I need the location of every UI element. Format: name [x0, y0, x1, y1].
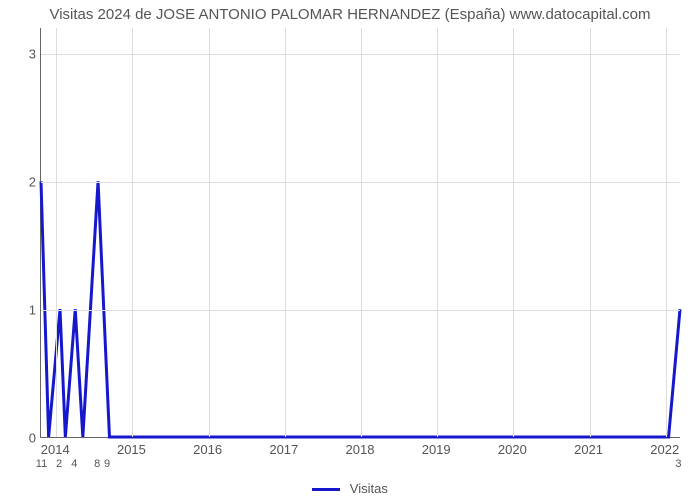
- y-tick-label: 2: [6, 174, 36, 189]
- gridline-vertical: [666, 28, 667, 437]
- legend-label: Visitas: [350, 481, 388, 496]
- x-tick-label: 2020: [498, 442, 527, 457]
- x-tick-label: 2018: [346, 442, 375, 457]
- legend: Visitas: [0, 481, 700, 496]
- x-tick-label: 2017: [269, 442, 298, 457]
- x-tick-label: 2022: [650, 442, 679, 457]
- x-tick-label: 2016: [193, 442, 222, 457]
- x-tick-label: 2021: [574, 442, 603, 457]
- chart-container: Visitas 2024 de JOSE ANTONIO PALOMAR HER…: [0, 0, 700, 500]
- gridline-vertical: [209, 28, 210, 437]
- gridline-vertical: [437, 28, 438, 437]
- bottom-small-label: 4: [71, 458, 77, 470]
- gridline-vertical: [132, 28, 133, 437]
- x-tick-label: 2014: [41, 442, 70, 457]
- y-tick-label: 0: [6, 431, 36, 446]
- x-tick-label: 2015: [117, 442, 146, 457]
- y-tick-label: 3: [6, 46, 36, 61]
- bottom-small-label: 8: [94, 458, 100, 470]
- bottom-small-label: 3: [675, 458, 681, 470]
- gridline-vertical: [513, 28, 514, 437]
- bottom-small-label: 11: [36, 458, 47, 470]
- legend-swatch: [312, 488, 340, 491]
- gridline-vertical: [56, 28, 57, 437]
- plot-area: [40, 28, 680, 438]
- y-tick-label: 1: [6, 302, 36, 317]
- chart-title: Visitas 2024 de JOSE ANTONIO PALOMAR HER…: [0, 6, 700, 23]
- bottom-small-label: 2: [56, 458, 62, 470]
- gridline-vertical: [285, 28, 286, 437]
- gridline-vertical: [590, 28, 591, 437]
- x-tick-label: 2019: [422, 442, 451, 457]
- bottom-small-label: 9: [104, 458, 110, 470]
- gridline-vertical: [361, 28, 362, 437]
